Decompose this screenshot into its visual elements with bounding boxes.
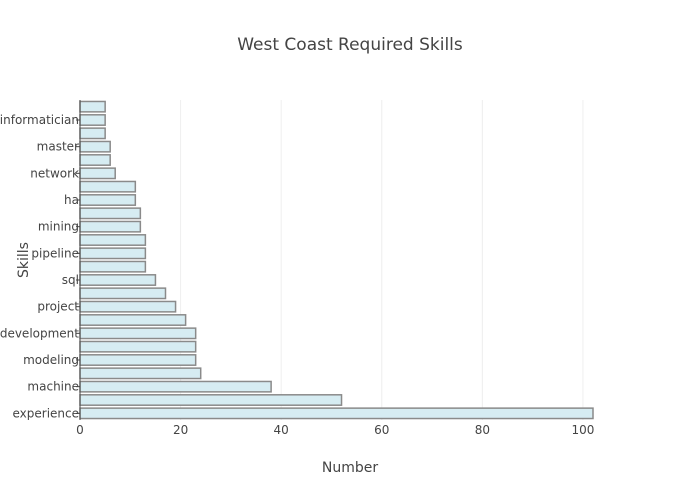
bar: [79, 260, 147, 273]
bar: [79, 194, 137, 206]
y-tick-label: master: [37, 140, 79, 154]
y-tick-label: pipeline: [31, 246, 79, 260]
bar: [79, 287, 167, 300]
bar: [79, 354, 197, 366]
y-axis-title: Skills: [16, 242, 32, 278]
bar: [79, 314, 187, 326]
bar: [79, 300, 177, 313]
bar: [79, 127, 106, 140]
bar: [79, 380, 272, 393]
x-tick-label: 0: [76, 423, 84, 437]
y-tick-label: machine: [27, 380, 79, 394]
gridlines: [180, 100, 584, 420]
bars: [79, 100, 594, 420]
chart-title: West Coast Required Skills: [237, 35, 463, 55]
y-tick-label: modeling: [23, 353, 79, 367]
y-tick-label: mining: [38, 220, 79, 234]
bar: [79, 407, 594, 420]
bar: [79, 100, 106, 113]
x-axis-ticks: 0 20 40 60 80 100: [76, 423, 594, 437]
bar: [79, 340, 197, 353]
bar: [79, 207, 142, 220]
bar: [79, 327, 197, 340]
x-tick-label: 60: [374, 423, 389, 437]
y-tick-label: sql: [62, 273, 79, 287]
bar: [79, 394, 343, 406]
x-axis-title: Number: [322, 460, 378, 476]
y-tick-label: network: [30, 166, 79, 180]
bar: [79, 140, 111, 153]
x-tick-label: 100: [571, 423, 594, 437]
bar: [79, 367, 202, 380]
y-tick-label: bioinformatician: [0, 113, 79, 127]
y-tick-label: ha: [64, 193, 79, 207]
bar: [79, 167, 116, 180]
bar: [79, 114, 106, 126]
y-tick-label: project: [37, 300, 79, 314]
bar: [79, 154, 111, 166]
y-tick-label: experience: [12, 406, 79, 420]
bar: [79, 247, 147, 260]
bar: [79, 180, 137, 193]
bar: [79, 220, 142, 233]
x-tick-label: 40: [274, 423, 289, 437]
y-tick-label: development: [0, 326, 79, 340]
y-axis-ticks: experience machine modeling development proj…: [0, 113, 80, 420]
bar: [79, 274, 157, 286]
x-tick-label: 80: [475, 423, 490, 437]
x-tick-label: 20: [173, 423, 188, 437]
bar: [79, 234, 147, 246]
